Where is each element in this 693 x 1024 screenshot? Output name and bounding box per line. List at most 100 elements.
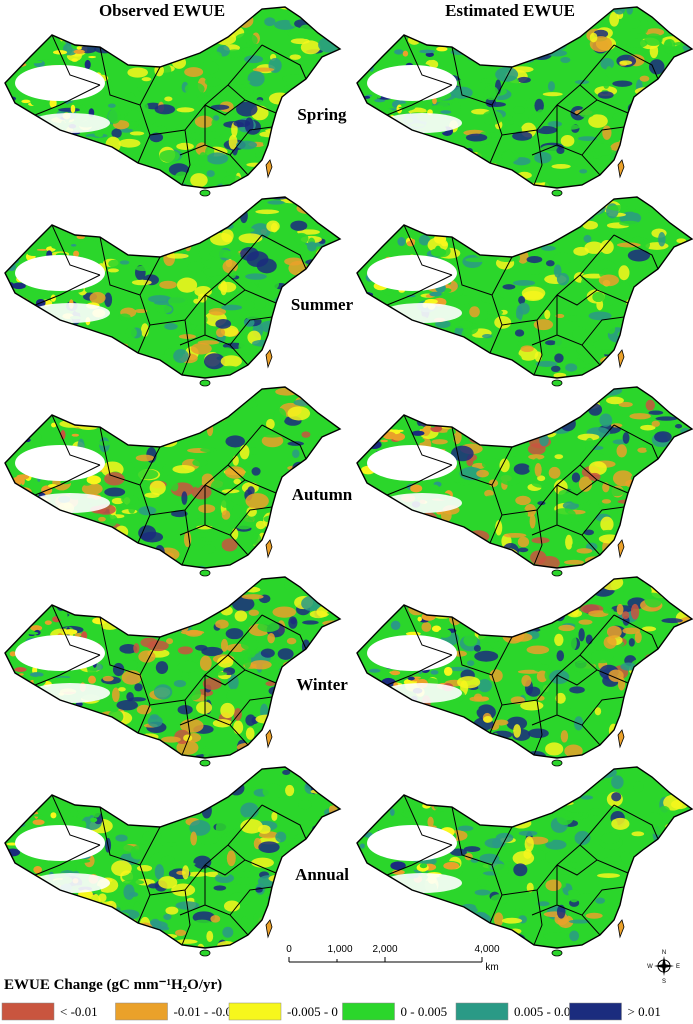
map-patch	[301, 538, 315, 552]
map-patch	[642, 734, 653, 748]
map-patch	[599, 413, 613, 427]
map-patch	[407, 730, 427, 740]
map-patch	[656, 740, 667, 754]
map-patch	[380, 439, 388, 443]
map-patch	[301, 341, 320, 349]
map-patch	[147, 421, 166, 430]
map-patch	[194, 780, 217, 795]
map-patch	[495, 593, 502, 603]
map-patch	[652, 343, 675, 350]
map-patch	[534, 463, 542, 477]
map-patch	[610, 423, 623, 428]
map-patch	[497, 415, 514, 424]
map-patch	[619, 60, 633, 66]
map-patch	[78, 238, 84, 242]
map-patch	[294, 548, 314, 555]
map-patch	[21, 889, 27, 896]
map-patch	[269, 541, 292, 552]
map-patch	[120, 567, 137, 568]
map-patch	[481, 31, 506, 41]
map-patch	[309, 739, 320, 747]
map-patch	[63, 776, 76, 790]
map-patch	[638, 707, 657, 714]
map-patch	[314, 387, 324, 397]
map-patch	[298, 24, 314, 39]
map-patch	[290, 220, 308, 231]
map-patch	[669, 555, 688, 561]
map-patch	[232, 596, 255, 612]
map-patch	[508, 587, 520, 599]
map-patch	[589, 32, 598, 43]
map-patch	[669, 343, 691, 355]
map-patch	[669, 691, 692, 698]
map-patch	[86, 590, 109, 600]
map-patch	[220, 702, 235, 719]
map-patch	[77, 13, 93, 19]
map-patch	[329, 80, 340, 96]
map-patch	[184, 67, 204, 77]
map-patch	[651, 532, 668, 547]
map-patch	[374, 129, 387, 135]
map-patch	[227, 674, 239, 690]
map-patch	[84, 59, 91, 70]
map-patch	[515, 377, 525, 378]
map-patch	[13, 428, 29, 438]
map-patch	[549, 669, 570, 684]
map-patch	[408, 580, 428, 587]
map-patch	[139, 737, 151, 745]
map-patch	[460, 414, 474, 430]
map-patch	[172, 465, 195, 474]
map-patch	[606, 361, 620, 375]
province-borders	[386, 414, 659, 566]
province-borders	[34, 34, 307, 186]
map-patch	[537, 901, 550, 907]
map-patch	[318, 652, 340, 661]
map-patch	[25, 310, 36, 319]
map-patch	[223, 900, 241, 912]
map-patch	[476, 230, 500, 242]
map-patch	[640, 17, 649, 34]
map-patch	[453, 719, 461, 729]
map-patch	[565, 534, 573, 550]
map-patch	[444, 593, 467, 598]
map-patch	[600, 57, 615, 70]
map-patch	[252, 180, 269, 188]
map-patch	[429, 10, 442, 17]
map-patch	[647, 141, 660, 156]
map-patch	[422, 533, 439, 549]
map-patch	[672, 344, 692, 350]
map-patch	[206, 773, 231, 778]
map-patch	[672, 499, 691, 506]
map-patch	[466, 748, 483, 754]
map-patch	[11, 621, 17, 628]
map-patch	[70, 243, 77, 247]
map-patch	[590, 649, 614, 664]
map-patch	[293, 286, 302, 295]
map-patch	[252, 67, 275, 72]
map-patch	[89, 746, 97, 758]
map-blank	[382, 303, 462, 323]
map-patch	[663, 191, 680, 196]
map-patch	[457, 767, 475, 770]
map-patch	[476, 469, 489, 478]
map-patch	[685, 543, 692, 551]
map-patch	[505, 802, 525, 812]
map-patch	[643, 868, 652, 877]
map-patch	[491, 368, 502, 378]
map-patch	[176, 277, 198, 293]
map-patch	[5, 848, 21, 857]
map-patch	[526, 686, 541, 697]
map-patch	[430, 670, 439, 675]
map-patch	[622, 895, 638, 900]
map-patch	[611, 775, 624, 789]
map-patch	[598, 756, 619, 758]
map-patch	[632, 558, 652, 568]
map-patch	[560, 56, 571, 64]
map-patch	[153, 684, 173, 700]
map-patch	[325, 346, 336, 360]
map-patch	[550, 365, 561, 373]
map-patch	[513, 463, 531, 475]
map-patch	[539, 387, 557, 395]
map-patch	[199, 61, 219, 75]
map-patch	[213, 115, 220, 121]
